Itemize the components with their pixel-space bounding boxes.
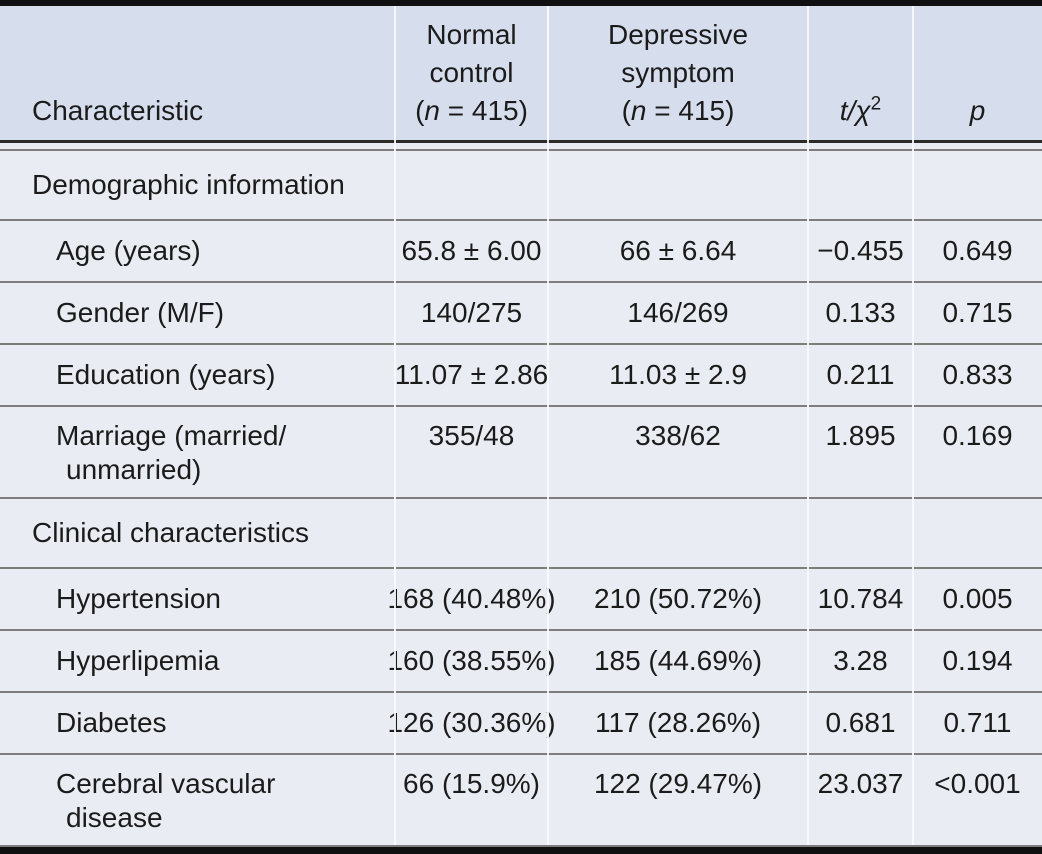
header-characteristic-label: Characteristic	[32, 95, 204, 126]
normal-control-value: 140/275	[420, 297, 523, 328]
row-separator	[0, 497, 1042, 499]
statistic-value: 0.211	[826, 359, 895, 390]
header-depressive-n-rest: = 415)	[646, 95, 735, 126]
p-value: 0.715	[942, 297, 1013, 328]
table-row-hypertension: Hypertension 168 (40.48%) 210 (50.72%) 1…	[0, 569, 1042, 629]
normal-control-value: 66 (15.9%)	[403, 768, 540, 799]
normal-control-value: 11.07 ± 2.86	[394, 359, 549, 390]
table-row-diabetes: Diabetes 126 (30.36%) 117 (28.26%) 0.681…	[0, 693, 1042, 753]
row-separator	[0, 567, 1042, 569]
p-value: <0.001	[934, 768, 1021, 799]
statistic-value: 0.133	[825, 297, 896, 328]
header-normal-line1: Normal	[426, 19, 517, 50]
section-row-demographic: Demographic information	[0, 151, 1042, 219]
row-separator	[0, 219, 1042, 221]
row-label: Diabetes	[56, 707, 167, 738]
normal-control-value: 65.8 ± 6.00	[401, 235, 542, 266]
column-divider	[394, 6, 396, 845]
row-separator	[0, 753, 1042, 755]
depressive-symptom-value: 117 (28.26%)	[594, 707, 762, 738]
row-separator	[0, 149, 1042, 151]
row-separator	[0, 343, 1042, 345]
header-statistic-symbol: t/χ	[839, 95, 871, 126]
table-row-gender: Gender (M/F) 140/275 146/269 0.133 0.715	[0, 283, 1042, 343]
column-divider	[807, 6, 809, 845]
row-label: Gender (M/F)	[56, 297, 225, 328]
row-separator	[0, 845, 1042, 847]
table-row-marriage: Marriage (married/ unmarried) 355/48 338…	[0, 407, 1042, 497]
column-divider	[547, 6, 549, 845]
header-depressive-n: n	[630, 95, 647, 126]
header-depressive-line2: symptom	[621, 57, 735, 88]
statistic-value: 3.28	[833, 645, 888, 676]
header-characteristic: Characteristic	[0, 92, 395, 140]
row-separator	[0, 405, 1042, 407]
header-bottom-rule	[0, 140, 1042, 143]
header-normal-n: n	[424, 95, 440, 126]
column-divider	[912, 6, 914, 845]
table-top-border	[0, 0, 1042, 6]
table-row-hyperlipemia: Hyperlipemia 160 (38.55%) 185 (44.69%) 3…	[0, 631, 1042, 691]
header-normal-n-rest: = 415)	[439, 95, 528, 126]
section-row-clinical: Clinical characteristics	[0, 499, 1042, 567]
statistic-value: −0.455	[817, 235, 904, 266]
statistic-value: 23.037	[817, 768, 904, 799]
depressive-symptom-value: 338/62	[635, 420, 721, 451]
row-label-line1: Cerebral vascular	[56, 768, 276, 799]
row-label: Age (years)	[56, 235, 201, 266]
header-depressive-n-open: (	[621, 95, 631, 126]
table-row-age: Age (years) 65.8 ± 6.00 66 ± 6.64 −0.455…	[0, 221, 1042, 281]
row-label-line1: Marriage (married/	[56, 420, 287, 451]
header-depressive-symptom: Depressive symptom (n = 415)	[548, 16, 808, 140]
header-normal-n-open: (	[415, 95, 425, 126]
normal-control-value: 168 (40.48%)	[387, 583, 556, 614]
header-normal-control: Normal control (n = 415)	[395, 16, 548, 140]
depressive-symptom-value: 11.03 ± 2.9	[609, 359, 747, 390]
depressive-symptom-value: 122 (29.47%)	[593, 768, 763, 799]
row-label: Education (years)	[56, 359, 276, 390]
p-value: 0.711	[943, 707, 1012, 738]
header-normal-line2: control	[429, 57, 514, 88]
row-separator	[0, 691, 1042, 693]
row-separator	[0, 629, 1042, 631]
header-rule-gap	[0, 143, 1042, 149]
normal-control-value: 126 (30.36%)	[387, 707, 556, 738]
statistic-value: 1.895	[825, 420, 896, 451]
statistic-value: 10.784	[817, 583, 904, 614]
table-header-row: Characteristic Normal control (n = 415) …	[0, 6, 1042, 140]
row-separator	[0, 281, 1042, 283]
header-depressive-line1: Depressive	[607, 19, 749, 50]
p-value: 0.194	[942, 645, 1013, 676]
table-row-education: Education (years) 11.07 ± 2.86 11.03 ± 2…	[0, 345, 1042, 405]
row-label: Marriage (married/ unmarried)	[0, 407, 395, 497]
row-label: Hyperlipemia	[56, 645, 220, 676]
row-label-line2: disease	[66, 802, 163, 833]
depressive-symptom-value: 185 (44.69%)	[593, 645, 763, 676]
row-label: Cerebral vascular disease	[0, 755, 395, 845]
table-row-cerebral-vascular: Cerebral vascular disease 66 (15.9%) 122…	[0, 755, 1042, 845]
header-statistic-sup: 2	[870, 93, 882, 115]
normal-control-value: 160 (38.55%)	[387, 645, 556, 676]
p-value: 0.833	[942, 359, 1013, 390]
depressive-symptom-value: 66 ± 6.64	[619, 235, 737, 266]
p-value: 0.005	[942, 583, 1013, 614]
p-value: 0.649	[942, 235, 1013, 266]
section-label: Clinical characteristics	[32, 517, 309, 548]
header-statistic: t/χ2	[808, 92, 913, 140]
normal-control-value: 355/48	[428, 420, 515, 451]
p-value: 0.169	[942, 420, 1013, 451]
table-bottom-border	[0, 847, 1042, 854]
row-label-line2: unmarried)	[66, 454, 202, 485]
section-label: Demographic information	[32, 169, 345, 200]
header-p-value: p	[913, 92, 1042, 140]
row-label: Hypertension	[56, 583, 221, 614]
header-p-label: p	[969, 95, 986, 126]
statistic-value: 0.681	[825, 707, 896, 738]
depressive-symptom-value: 146/269	[627, 297, 729, 328]
depressive-symptom-value: 210 (50.72%)	[593, 583, 763, 614]
